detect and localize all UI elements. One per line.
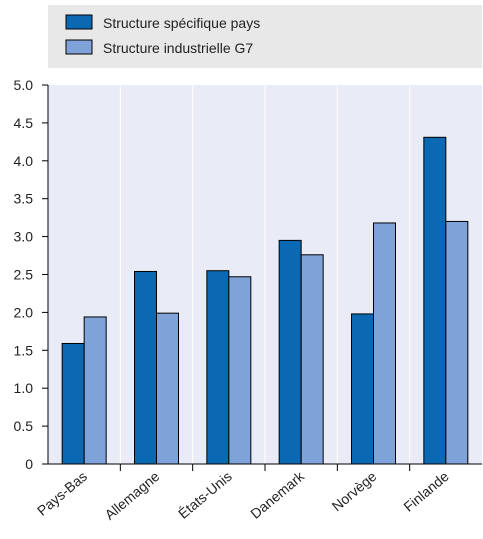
x-tick-label: Danemark	[247, 467, 308, 521]
y-tick-label: 4.5	[14, 115, 34, 131]
legend-label-series-1: Structure spécifique pays	[103, 15, 260, 31]
x-tick-label: États-Unis	[175, 468, 235, 522]
bar-series-1	[423, 136, 447, 465]
y-tick-label: 0	[25, 456, 33, 472]
y-tick-label: 1.0	[14, 380, 34, 396]
y-tick-label: 4.0	[14, 153, 34, 169]
x-tick-label: Allemagne	[101, 468, 162, 523]
y-tick-label: 5.0	[14, 77, 34, 93]
x-tick-label: Finlande	[400, 468, 452, 515]
legend-box	[48, 5, 482, 68]
x-tick-labels: Pays-Bas Allemagne États-Unis Danemark Norvè…	[34, 467, 452, 522]
bar-series-2	[228, 276, 252, 465]
legend-swatch-series-1	[65, 14, 93, 30]
legend-label-series-2: Structure industrielle G7	[103, 40, 253, 56]
bar-series-2	[156, 312, 179, 465]
y-tick-labels: 0 0.5 1.0 1.5 2.0 2.5 3.0 3.5 4.0 4.5 5.0	[14, 77, 34, 472]
y-tick-label: 3.0	[14, 229, 34, 245]
bar-series-1	[134, 270, 157, 465]
y-tick-label: 2.0	[14, 304, 34, 320]
x-tick-label: Norvège	[329, 468, 380, 514]
x-tick-label: Pays-Bas	[34, 468, 90, 519]
bar-series-2	[300, 254, 324, 465]
y-tick-label: 0.5	[14, 418, 34, 434]
y-tick-label: 1.5	[14, 342, 34, 358]
bar-series-2	[83, 316, 107, 465]
legend-swatch-series-2	[65, 39, 93, 55]
axis-layer	[42, 84, 482, 471]
bar-series-1	[61, 342, 85, 465]
bar-series-2	[445, 220, 469, 465]
y-tick-label: 3.5	[14, 191, 34, 207]
grid-layer	[119, 85, 411, 464]
bar-series-1	[278, 239, 302, 465]
bar-series-1	[206, 270, 230, 465]
bar-series-2	[373, 222, 396, 465]
y-tick-label: 2.5	[14, 267, 34, 283]
bar-series-1	[351, 313, 374, 465]
